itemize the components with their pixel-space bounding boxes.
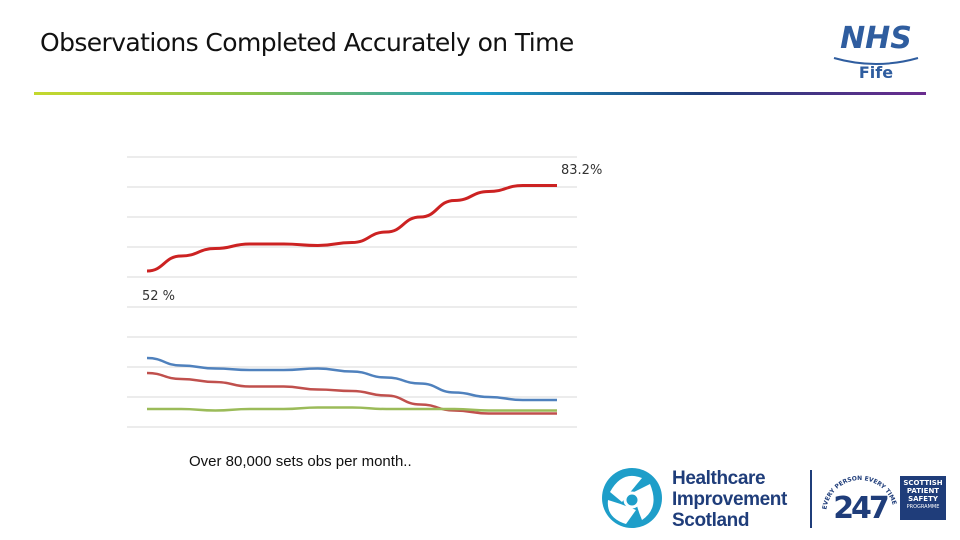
logo-divider <box>810 470 812 528</box>
series-line-2 <box>146 356 557 402</box>
annotation-final-value: 83.2% <box>561 163 603 178</box>
spsp-line-2: PATIENT <box>906 487 940 495</box>
nhs-logo-subtext: Fife <box>859 63 893 82</box>
nhs-swoosh <box>833 57 919 65</box>
his-logo-text: Healthcare Improvement Scotland <box>672 468 812 531</box>
spsp-emblem: EVERY PERSON EVERY TIME 247 <box>821 475 897 526</box>
annotation-start-value: 52 % <box>142 289 176 304</box>
slide-title: Observations Completed Accurately on Tim… <box>40 28 574 57</box>
his-line-3: Scotland <box>672 510 750 531</box>
chart-footnote: Over 80,000 sets obs per month.. <box>189 453 412 470</box>
series-line-1 <box>146 183 557 273</box>
spsp-line-3: SAFETY <box>908 495 938 503</box>
his-line-1: Healthcare <box>672 468 766 489</box>
spsp-badge <box>900 476 946 520</box>
his-line-2: Improvement <box>672 489 787 510</box>
series-line-4 <box>147 406 557 412</box>
nhs-fife-logo: NHS Fife <box>826 18 926 82</box>
his-knot-icon <box>602 468 662 528</box>
title-underline <box>34 92 926 95</box>
spsp-text: SCOTTISH PATIENT SAFETY PROGRAMME <box>900 479 946 511</box>
spsp-line-1: SCOTTISH <box>903 479 943 487</box>
spsp-numeral: 247 <box>833 491 888 526</box>
healthcare-improvement-scotland-logo <box>602 468 662 528</box>
nhs-logo-text: NHS <box>840 21 912 56</box>
spsp-line-4: PROGRAMME <box>906 504 940 510</box>
